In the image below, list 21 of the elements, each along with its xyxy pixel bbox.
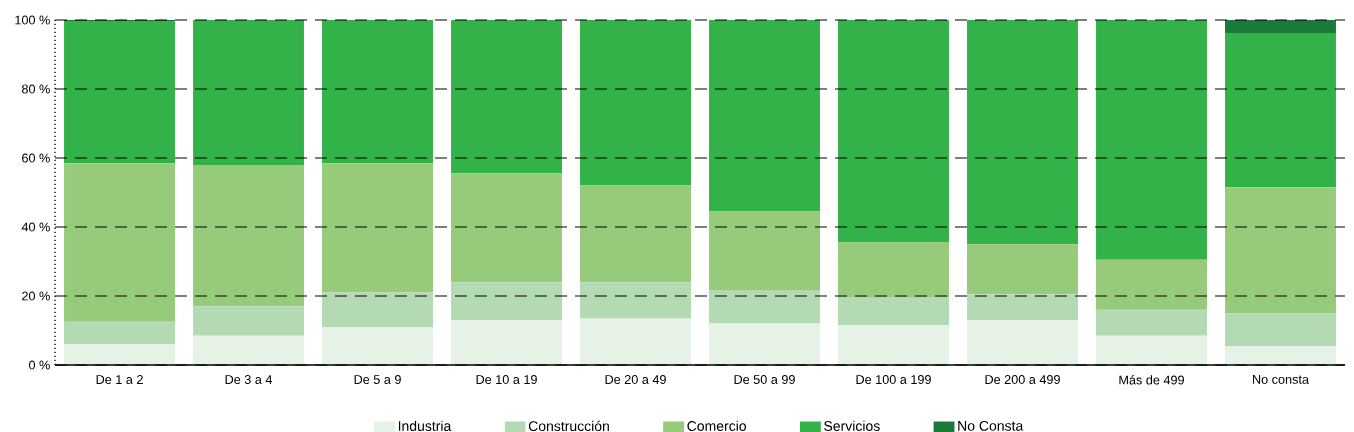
legend-label: Servicios bbox=[824, 420, 880, 431]
x-tick-label: No consta bbox=[1253, 375, 1309, 384]
y-tick-label: 40 % bbox=[21, 222, 50, 232]
x-tick-label: De 20 a 49 bbox=[605, 375, 666, 384]
x-tick-label: De 50 a 99 bbox=[734, 375, 795, 384]
x-tick-label: De 5 a 9 bbox=[354, 375, 401, 384]
x-tick-label: De 3 a 4 bbox=[225, 375, 273, 384]
legend-label: Comercio bbox=[687, 420, 747, 431]
x-tick-label: De 200 a 499 bbox=[985, 375, 1060, 384]
legend-label: Construcción bbox=[528, 420, 609, 432]
y-tick-label: 60 % bbox=[22, 153, 50, 163]
legend-label: No Consta bbox=[958, 420, 1024, 431]
y-tick-label: 20 % bbox=[22, 291, 50, 301]
x-tick-label: De 1 a 2 bbox=[96, 375, 143, 384]
y-tick-label: 80 % bbox=[21, 84, 50, 94]
y-tick-label: 100 % bbox=[15, 15, 50, 25]
x-tick-label: De 100 a 199 bbox=[856, 375, 931, 384]
legend-label: Industria bbox=[398, 420, 452, 431]
y-tick-label: 0 % bbox=[28, 360, 50, 370]
x-tick-label: Más de 499 bbox=[1119, 375, 1184, 385]
x-tick-label: De 10 a 19 bbox=[476, 375, 537, 384]
